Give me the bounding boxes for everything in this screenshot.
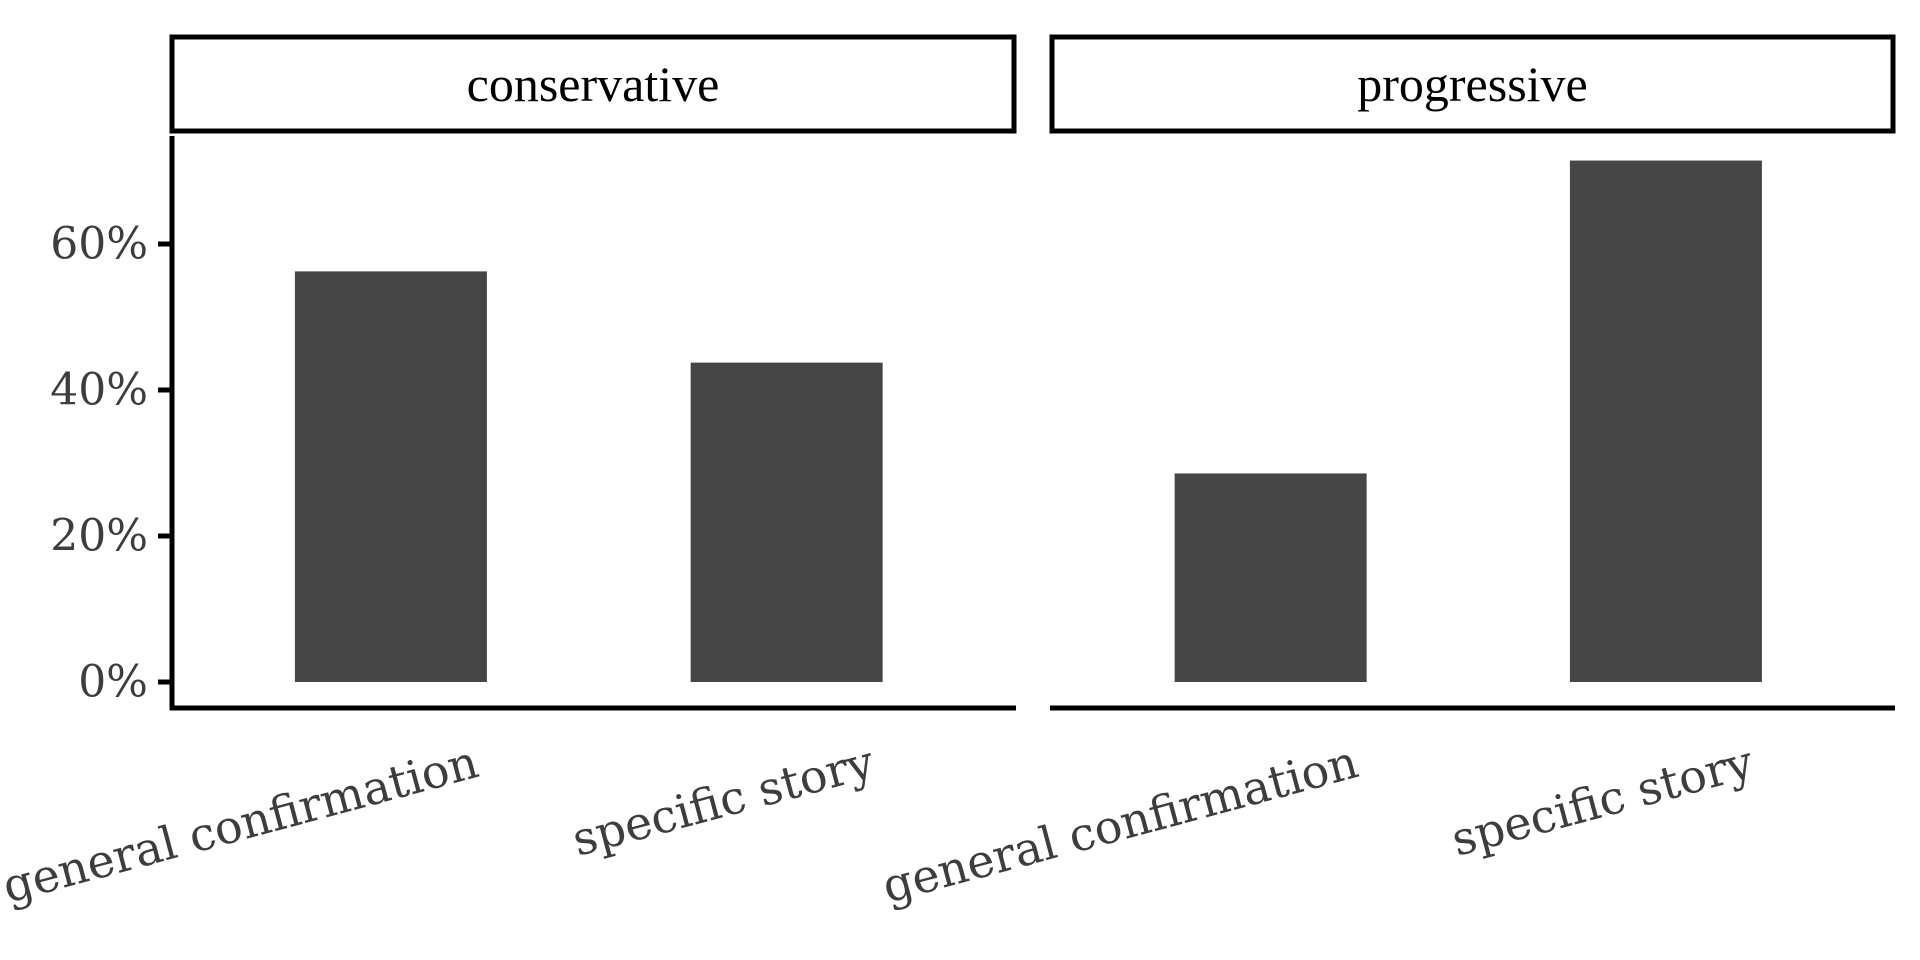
panel-progressive: progressive general confirmation specific…: [877, 34, 1896, 913]
strip-label-conservative: conservative: [467, 56, 720, 112]
strip-label-progressive: progressive: [1357, 56, 1588, 112]
y-tick-label: 20%: [50, 511, 148, 562]
strip-box-conservative: [169, 34, 1017, 134]
strip-box-progressive: [1049, 34, 1896, 134]
bar-progressive-general-confirmation: [1174, 473, 1367, 682]
y-axis: 0% 20% 40% 60%: [50, 136, 175, 710]
bar-conservative-general-confirmation: [294, 271, 487, 682]
y-tick-label: 40%: [50, 365, 148, 416]
y-tick-label: 0%: [78, 657, 148, 708]
x-tick-label: general confirmation: [877, 734, 1364, 913]
x-tick-label: specific story: [566, 734, 879, 866]
panel-conservative: conservative general confirmation specifi…: [0, 34, 1017, 913]
y-tick-label: 60%: [50, 219, 148, 270]
bars-conservative: [294, 271, 883, 682]
bars-progressive: [1174, 160, 1762, 682]
x-tick-labels-progressive: general confirmation specific story: [877, 734, 1759, 913]
bar-conservative-specific-story: [690, 362, 883, 682]
bar-progressive-specific-story: [1569, 160, 1762, 682]
x-tick-label: specific story: [1446, 734, 1759, 866]
x-tick-label: general confirmation: [0, 734, 484, 913]
x-tick-labels-conservative: general confirmation specific story: [0, 734, 880, 913]
